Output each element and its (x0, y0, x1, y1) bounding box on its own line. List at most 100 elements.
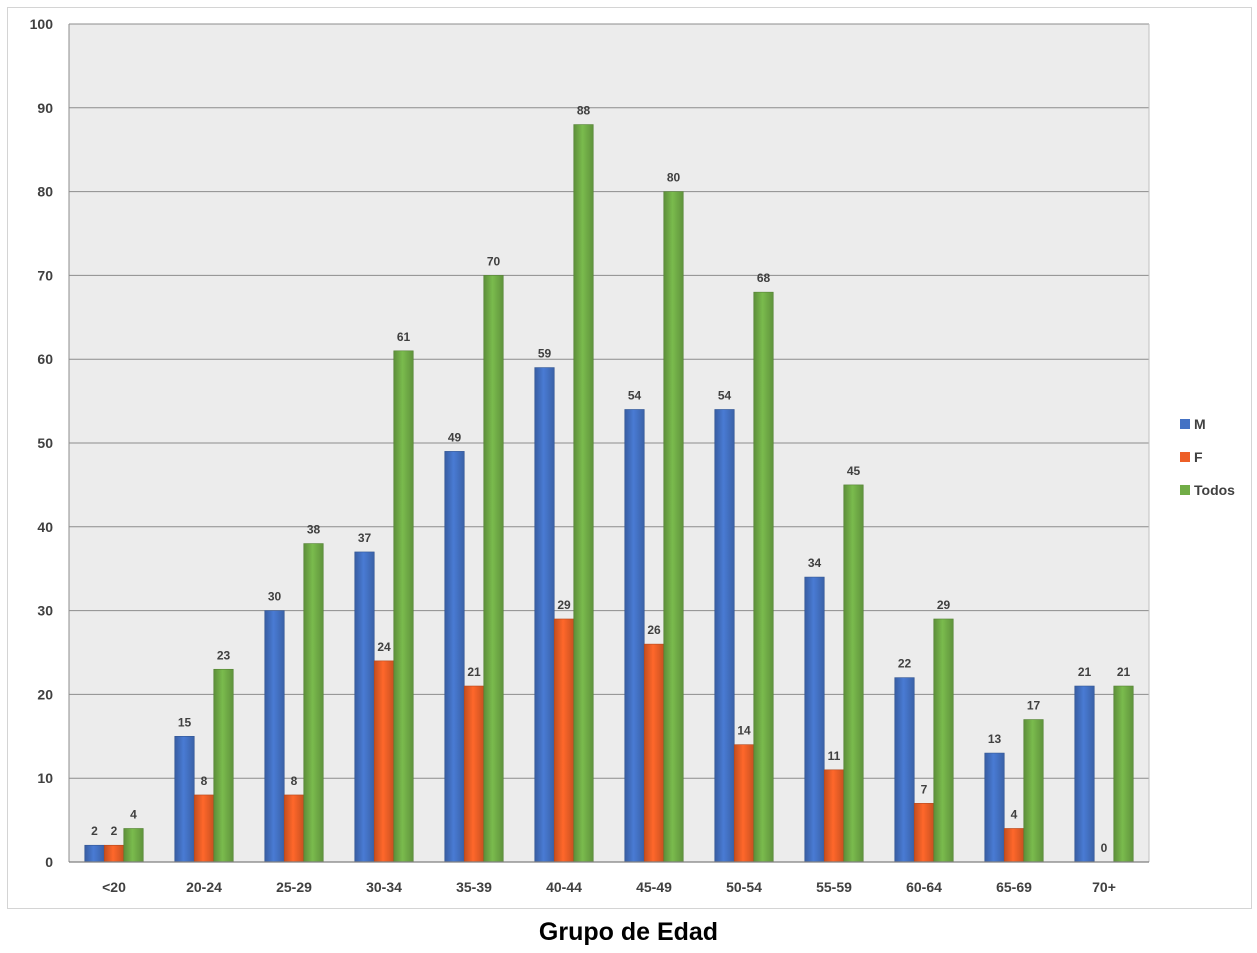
bar-todos-<20 (123, 828, 144, 863)
data-label-todos-65-69: 17 (1027, 699, 1041, 713)
data-label-m-60-64: 22 (898, 657, 912, 671)
data-label-todos-50-54: 68 (757, 271, 771, 285)
y-axis-ticks: 0 10 20 30 40 50 60 70 80 90 100 (30, 16, 54, 870)
data-label-f-25-29: 8 (291, 774, 298, 788)
bar-m-<20 (84, 844, 105, 863)
bar-m-65-69 (984, 752, 1005, 863)
data-label-m-25-29: 30 (268, 590, 282, 604)
data-label-m-55-59: 34 (808, 556, 822, 570)
x-tick-label: 50-54 (726, 879, 762, 895)
data-label-todos-60-64: 29 (937, 598, 951, 612)
y-tick-label: 60 (37, 351, 53, 367)
y-tick-label: 10 (37, 770, 53, 786)
x-tick-label: 40-44 (546, 879, 582, 895)
data-label-m-65-69: 13 (988, 732, 1002, 746)
data-label-todos-<20: 4 (130, 807, 137, 821)
y-tick-label: 0 (45, 854, 53, 870)
data-label-todos-40-44: 88 (577, 104, 591, 118)
x-tick-label: 55-59 (816, 879, 852, 895)
data-label-m-35-39: 49 (448, 430, 462, 444)
x-tick-label: 60-64 (906, 879, 942, 895)
y-tick-label: 30 (37, 603, 53, 619)
bars (84, 124, 1134, 863)
data-label-f-30-34: 24 (377, 640, 391, 654)
bar-m-30-34 (354, 551, 375, 863)
x-tick-label: 30-34 (366, 879, 402, 895)
data-label-f-70+: 0 (1101, 841, 1108, 855)
x-axis-ticks: <20 20-24 25-29 30-34 35-39 40-44 45-49 50-54 55… (69, 861, 1149, 895)
data-label-f-<20: 2 (111, 824, 118, 838)
bar-todos-35-39 (483, 275, 504, 863)
bar-todos-30-34 (393, 350, 414, 863)
bar-m-45-49 (624, 409, 645, 863)
data-label-f-55-59: 11 (828, 749, 841, 763)
bar-todos-60-64 (933, 618, 954, 863)
legend: M F Todos (1180, 416, 1235, 498)
y-tick-label: 20 (37, 686, 53, 702)
legend-label-todos: Todos (1194, 482, 1235, 498)
data-label-m-50-54: 54 (718, 388, 732, 402)
chart-frame (7, 7, 1252, 909)
data-label-todos-20-24: 23 (217, 648, 231, 662)
bar-m-50-54 (714, 409, 735, 863)
data-label-todos-30-34: 61 (397, 330, 411, 344)
data-label-f-40-44: 29 (557, 598, 571, 612)
data-label-m-20-24: 15 (178, 715, 192, 729)
legend-label-f: F (1194, 449, 1203, 465)
data-label-todos-25-29: 38 (307, 523, 321, 537)
data-label-f-60-64: 7 (921, 782, 928, 796)
data-label-f-35-39: 21 (467, 665, 481, 679)
bar-todos-20-24 (213, 668, 234, 863)
bar-f-30-34 (373, 660, 395, 863)
bar-todos-65-69 (1023, 719, 1044, 863)
data-label-m-<20: 2 (91, 824, 98, 838)
bar-f-20-24 (193, 794, 215, 863)
bar-todos-50-54 (753, 291, 774, 863)
y-tick-label: 70 (37, 267, 53, 283)
data-label-todos-70+: 21 (1117, 665, 1131, 679)
data-label-todos-55-59: 45 (847, 464, 861, 478)
y-tick-label: 100 (30, 16, 54, 32)
y-tick-label: 40 (37, 519, 53, 535)
data-label-todos-35-39: 70 (487, 254, 501, 268)
bar-m-55-59 (804, 576, 825, 863)
bar-f-35-39 (463, 685, 485, 863)
bar-todos-55-59 (843, 484, 864, 863)
bar-f-25-29 (283, 794, 305, 863)
bar-todos-45-49 (663, 191, 684, 863)
legend-swatch-todos (1180, 485, 1190, 495)
data-labels: 2 241582330838372461492170592988542680541… (91, 104, 1130, 855)
bar-f-40-44 (553, 618, 575, 863)
bar-f-45-49 (643, 643, 665, 863)
y-tick-label: 50 (37, 435, 53, 451)
data-label-m-40-44: 59 (538, 347, 552, 361)
legend-label-m: M (1194, 416, 1206, 432)
bar-f-55-59 (823, 769, 845, 863)
data-label-m-70+: 21 (1078, 665, 1092, 679)
bar-m-35-39 (444, 451, 465, 863)
y-tick-label: 80 (37, 184, 53, 200)
bar-m-20-24 (174, 735, 195, 863)
bar-m-40-44 (534, 367, 555, 863)
data-label-f-45-49: 26 (647, 623, 661, 637)
data-label-f-65-69: 4 (1011, 807, 1018, 821)
bar-f-<20 (103, 844, 125, 863)
x-axis-title: Grupo de Edad (538, 918, 719, 946)
bar-m-70+ (1074, 685, 1095, 863)
data-label-m-30-34: 37 (358, 531, 372, 545)
x-tick-label: 70+ (1092, 879, 1116, 895)
data-label-f-20-24: 8 (201, 774, 208, 788)
x-tick-label: 25-29 (276, 879, 312, 895)
bar-todos-25-29 (303, 543, 324, 863)
bar-f-65-69 (1003, 828, 1025, 863)
bar-m-25-29 (264, 610, 285, 863)
legend-swatch-m (1180, 419, 1190, 429)
bar-f-50-54 (733, 744, 755, 863)
legend-swatch-f (1180, 452, 1190, 462)
bar-m-60-64 (894, 677, 915, 863)
x-tick-label: 65-69 (996, 879, 1032, 895)
bar-todos-70+ (1113, 685, 1134, 863)
data-label-m-45-49: 54 (628, 388, 642, 402)
y-tick-label: 90 (37, 100, 53, 116)
x-tick-label: 45-49 (636, 879, 672, 895)
